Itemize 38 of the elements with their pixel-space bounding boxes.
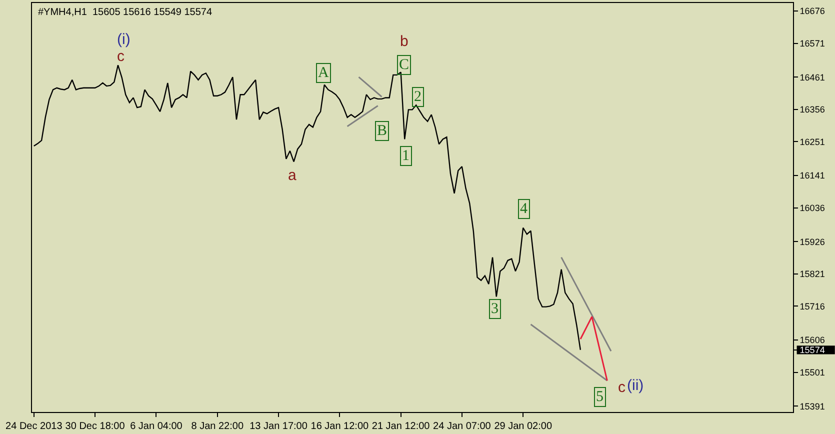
annotation: 3 bbox=[491, 301, 498, 317]
y-tick-label: 15716 bbox=[800, 301, 825, 312]
y-tick-label: 16356 bbox=[800, 104, 825, 115]
annotation: c bbox=[117, 48, 125, 65]
annotation: 2 bbox=[414, 89, 422, 105]
y-tick-label: 16676 bbox=[800, 6, 825, 16]
y-tick-label: 16461 bbox=[800, 72, 825, 82]
annotation: b bbox=[400, 33, 408, 50]
y-tick-label: 16141 bbox=[800, 170, 825, 181]
x-tick-label: 21 Jan 12:00 bbox=[372, 421, 430, 432]
annotation: B bbox=[377, 123, 388, 139]
annotation: a bbox=[288, 167, 297, 184]
y-tick-label: 15821 bbox=[800, 269, 825, 280]
y-tick-label: 15926 bbox=[800, 236, 825, 247]
x-tick-label: 16 Jan 12:00 bbox=[310, 421, 370, 432]
y-tick-label: 16571 bbox=[800, 38, 825, 48]
annotation: C bbox=[399, 57, 410, 73]
y-tick-label: 16251 bbox=[800, 136, 825, 147]
y-tick-label: 15501 bbox=[800, 367, 825, 378]
y-tick-label: 15606 bbox=[800, 335, 825, 346]
annotation: 1 bbox=[402, 148, 410, 164]
x-tick-label: 8 Jan 22:00 bbox=[191, 421, 244, 432]
chart-title: #YMH4,H1 15605 15616 15549 15574 bbox=[38, 7, 212, 18]
annotation: (i) bbox=[117, 31, 130, 48]
y-tick-label: 15391 bbox=[800, 401, 825, 412]
annotation: 5 bbox=[596, 389, 604, 405]
annotation: A bbox=[318, 65, 329, 81]
x-tick-label: 13 Jan 17:00 bbox=[250, 421, 308, 432]
x-tick-label: 29 Jan 02:00 bbox=[494, 421, 552, 432]
x-tick-label: 30 Dec 18:00 bbox=[65, 421, 126, 432]
x-tick-label: 24 Jan 07:00 bbox=[433, 421, 492, 432]
x-tick-label: 24 Dec 2013 bbox=[6, 421, 63, 432]
y-tick-label: 15574 bbox=[800, 345, 825, 356]
text: c bbox=[618, 379, 626, 396]
text: (ii) bbox=[627, 377, 644, 394]
y-tick-label: 16036 bbox=[800, 202, 825, 213]
annotation: 4 bbox=[520, 201, 528, 217]
x-tick-label: 6 Jan 04:00 bbox=[130, 421, 183, 432]
